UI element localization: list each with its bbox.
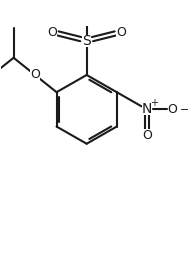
Text: −: −: [180, 105, 188, 115]
Text: O: O: [142, 129, 152, 142]
Text: +: +: [150, 98, 158, 108]
FancyBboxPatch shape: [82, 35, 92, 47]
FancyBboxPatch shape: [116, 26, 126, 38]
FancyBboxPatch shape: [47, 26, 57, 38]
FancyBboxPatch shape: [142, 129, 152, 141]
FancyBboxPatch shape: [168, 103, 177, 115]
Text: O: O: [30, 68, 40, 81]
Text: O: O: [116, 26, 126, 39]
FancyBboxPatch shape: [30, 69, 40, 81]
FancyBboxPatch shape: [142, 103, 152, 115]
Text: O: O: [168, 103, 177, 116]
Text: O: O: [47, 26, 57, 39]
Text: N: N: [142, 102, 152, 116]
Text: S: S: [82, 34, 91, 48]
